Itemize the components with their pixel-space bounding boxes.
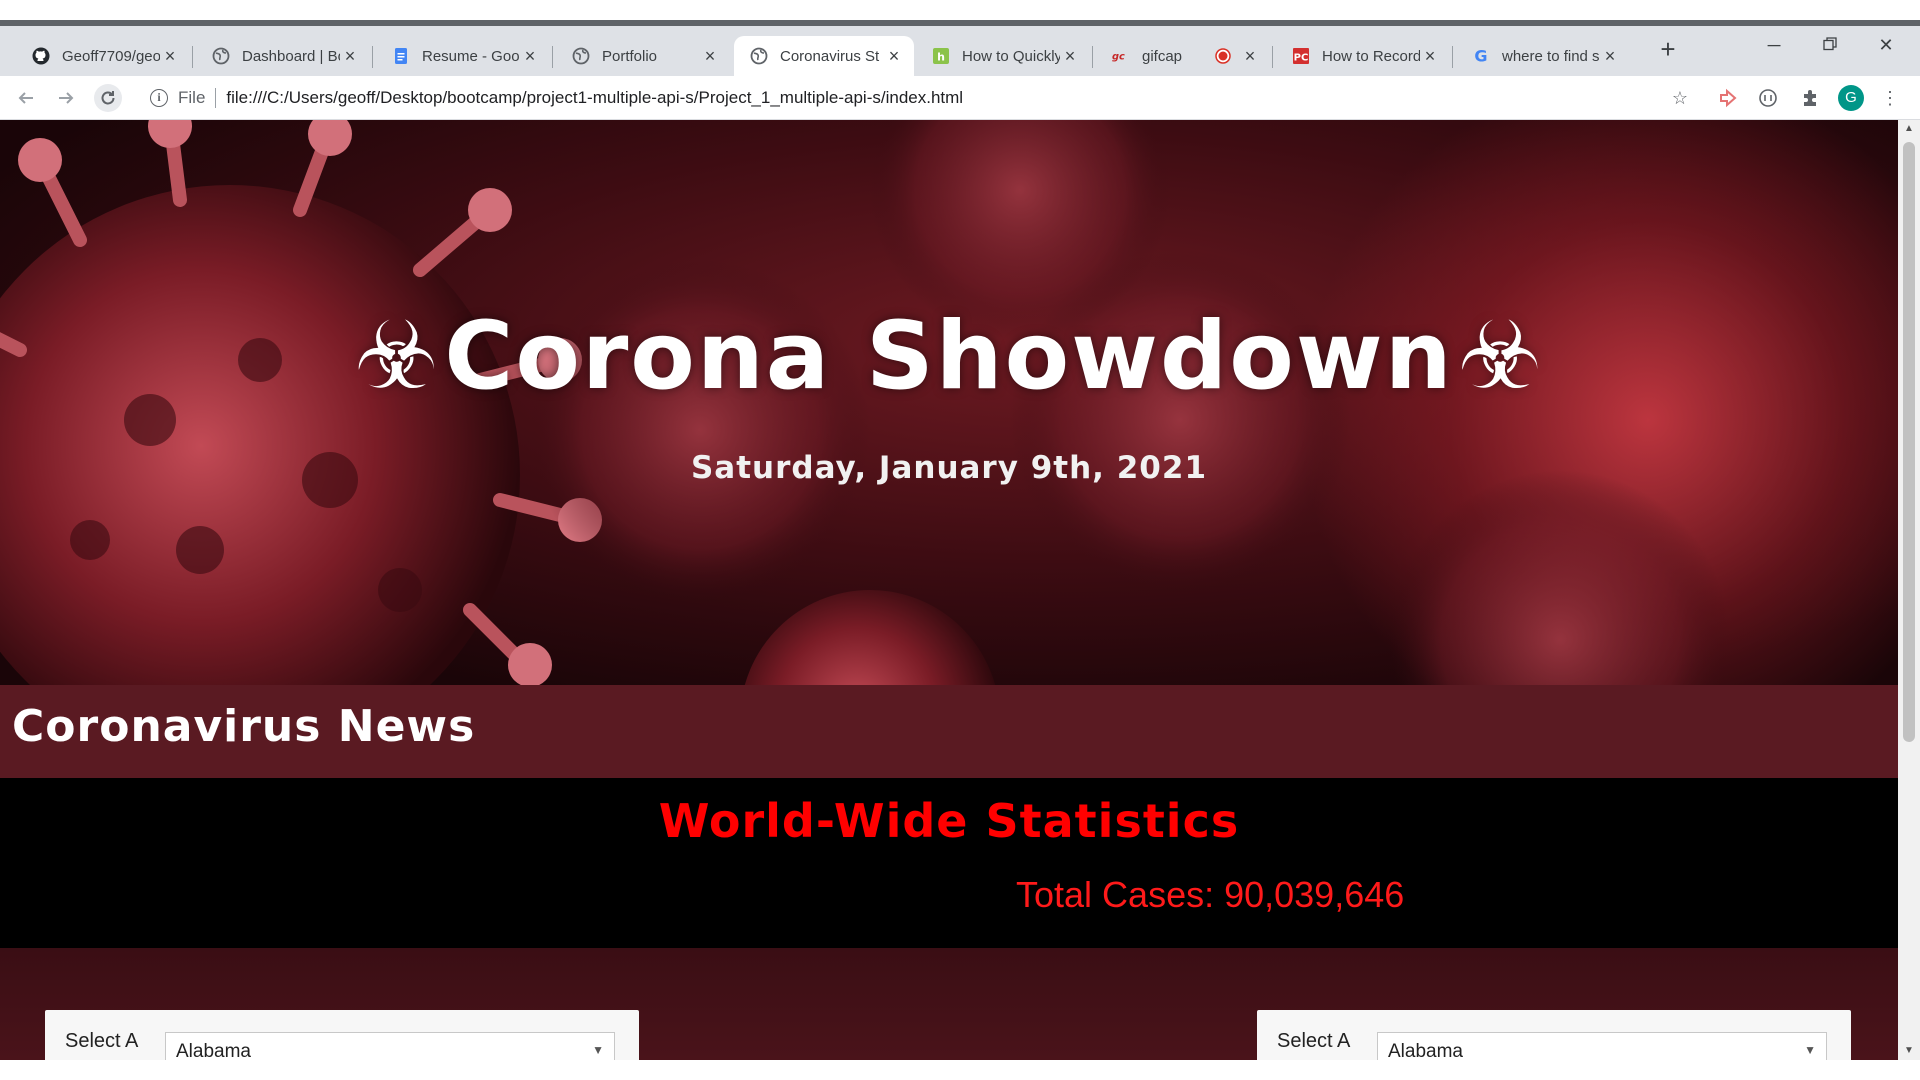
- tab-close-icon[interactable]: ×: [164, 46, 176, 66]
- globe-icon: [572, 47, 590, 65]
- profile-avatar[interactable]: G: [1838, 85, 1864, 111]
- biohazard-icon: ☣: [1457, 302, 1544, 411]
- tab-portfolio[interactable]: Portfolio ×: [556, 36, 730, 76]
- state-selector-card-left: Select A Alabama ▼: [45, 1010, 639, 1060]
- info-icon[interactable]: i: [150, 89, 168, 107]
- tab-separator: [192, 46, 193, 68]
- page-title: ☣Corona Showdown☣: [0, 302, 1898, 411]
- browser-toolbar: i File file:///C:/Users/geoff/Desktop/bo…: [0, 76, 1920, 120]
- tab-title: gifcap: [1142, 47, 1183, 65]
- recording-icon: [1214, 47, 1232, 65]
- window-bottom-edge: [0, 1060, 1920, 1080]
- page-title-text: Corona Showdown: [444, 302, 1454, 411]
- hero-banner: ☣Corona Showdown☣ Saturday, January 9th,…: [0, 120, 1898, 685]
- tab-separator: [552, 46, 553, 68]
- gifcap-icon: gc: [1112, 47, 1130, 65]
- svg-text:h: h: [937, 51, 945, 64]
- tab-title: How to Quickly: [962, 47, 1060, 65]
- total-cases: Total Cases: 90,039,646: [1016, 874, 1405, 915]
- stats-section: World-Wide Statistics Total Cases: 90,03…: [0, 778, 1898, 948]
- address-divider: [215, 88, 217, 108]
- docs-icon: [392, 47, 410, 65]
- page-scrollbar[interactable]: ▲ ▼: [1898, 120, 1920, 1060]
- tab-separator: [1272, 46, 1273, 68]
- scroll-up-icon[interactable]: ▲: [1904, 123, 1914, 134]
- reload-icon[interactable]: [94, 84, 122, 112]
- svg-text:gc: gc: [1112, 51, 1125, 62]
- new-tab-button[interactable]: +: [1660, 34, 1676, 64]
- tab-title: Dashboard | Bo: [242, 47, 340, 65]
- tab-dashboard[interactable]: Dashboard | Bo ×: [196, 36, 370, 76]
- tab-title: How to Record: [1322, 47, 1420, 65]
- current-date: Saturday, January 9th, 2021: [690, 450, 1208, 486]
- globe-icon: [212, 47, 230, 65]
- extension-circle-icon[interactable]: [1756, 86, 1780, 110]
- bookmark-star-icon[interactable]: ☆: [1671, 87, 1689, 108]
- state-select-left[interactable]: Alabama ▼: [165, 1032, 615, 1060]
- back-icon[interactable]: [12, 84, 40, 112]
- select-value: Alabama: [176, 1041, 251, 1060]
- tab-coronavirus-active[interactable]: Coronavirus St ×: [734, 36, 914, 76]
- extension-red-icon[interactable]: [1716, 86, 1740, 110]
- tab-title: Portfolio: [602, 47, 658, 65]
- page-viewport: ☣Corona Showdown☣ Saturday, January 9th,…: [0, 120, 1898, 1060]
- tab-separator: [1452, 46, 1453, 68]
- tab-title: Geoff7709/geo: [62, 47, 160, 65]
- tab-close-icon[interactable]: ×: [1604, 46, 1616, 66]
- tab-title: Coronavirus St: [780, 47, 880, 65]
- news-section: Coronavirus News: [0, 685, 1898, 778]
- virus-illustration: [0, 120, 1730, 685]
- select-value: Alabama: [1388, 1041, 1463, 1060]
- tab-close-icon[interactable]: ×: [524, 46, 536, 66]
- svg-text:PC: PC: [1294, 53, 1309, 64]
- tab-close-icon[interactable]: ×: [704, 46, 716, 66]
- scroll-thumb[interactable]: [1903, 142, 1915, 742]
- menu-kebab-icon[interactable]: ⋮: [1881, 87, 1899, 108]
- github-icon: [32, 47, 50, 65]
- tab-how-to-quickly[interactable]: h How to Quickly ×: [916, 36, 1090, 76]
- select-label: Select A: [65, 1030, 139, 1052]
- tab-close-icon[interactable]: ×: [344, 46, 356, 66]
- forward-icon[interactable]: [52, 84, 80, 112]
- tab-github[interactable]: Geoff7709/geo ×: [16, 36, 190, 76]
- state-select-right[interactable]: Alabama ▼: [1377, 1032, 1827, 1060]
- chevron-down-icon: ▼: [1804, 1043, 1816, 1057]
- globe-icon: [750, 47, 768, 65]
- tab-title: where to find s: [1502, 47, 1600, 65]
- state-selector-card-right: Select A Alabama ▼: [1257, 1010, 1851, 1060]
- minimize-icon[interactable]: ─: [1767, 35, 1781, 55]
- tab-gifcap[interactable]: gc gifcap ×: [1096, 36, 1270, 76]
- pc-icon: PC: [1292, 47, 1310, 65]
- window-top-strip: [0, 0, 1920, 26]
- close-window-icon[interactable]: ✕: [1878, 35, 1894, 55]
- hub-icon: h: [932, 47, 950, 65]
- scheme-label: File: [178, 88, 206, 107]
- tab-resume[interactable]: Resume - Goo ×: [376, 36, 550, 76]
- window-top-bar: [0, 20, 1920, 26]
- extensions-puzzle-icon[interactable]: [1798, 86, 1822, 110]
- tab-close-icon[interactable]: ×: [1244, 46, 1256, 66]
- chevron-down-icon: ▼: [592, 1043, 604, 1057]
- tab-close-icon[interactable]: ×: [1064, 46, 1076, 66]
- address-bar[interactable]: i File file:///C:/Users/geoff/Desktop/bo…: [140, 80, 1710, 116]
- select-label: Select A: [1277, 1030, 1351, 1052]
- biohazard-icon: ☣: [354, 302, 441, 411]
- tab-separator: [1092, 46, 1093, 68]
- tab-separator: [372, 46, 373, 68]
- news-heading: Coronavirus News: [12, 701, 476, 752]
- tab-close-icon[interactable]: ×: [1424, 46, 1436, 66]
- url-text[interactable]: file:///C:/Users/geoff/Desktop/bootcamp/…: [226, 88, 964, 107]
- tab-bar: Geoff7709/geo × Dashboard | Bo × Resume …: [0, 26, 1920, 76]
- scroll-down-icon[interactable]: ▼: [1904, 1045, 1914, 1056]
- svg-text:G: G: [1474, 47, 1487, 65]
- tab-close-icon[interactable]: ×: [888, 46, 900, 66]
- tab-title: Resume - Goo: [422, 47, 520, 65]
- tab-google-search[interactable]: G where to find s ×: [1456, 36, 1630, 76]
- google-icon: G: [1472, 47, 1490, 65]
- stats-heading: World-Wide Statistics: [658, 794, 1240, 848]
- tab-how-to-record[interactable]: PC How to Record ×: [1276, 36, 1450, 76]
- restore-icon[interactable]: [1810, 32, 1850, 58]
- comparison-section: Select A Alabama ▼ Select A Alabama ▼: [0, 948, 1898, 1060]
